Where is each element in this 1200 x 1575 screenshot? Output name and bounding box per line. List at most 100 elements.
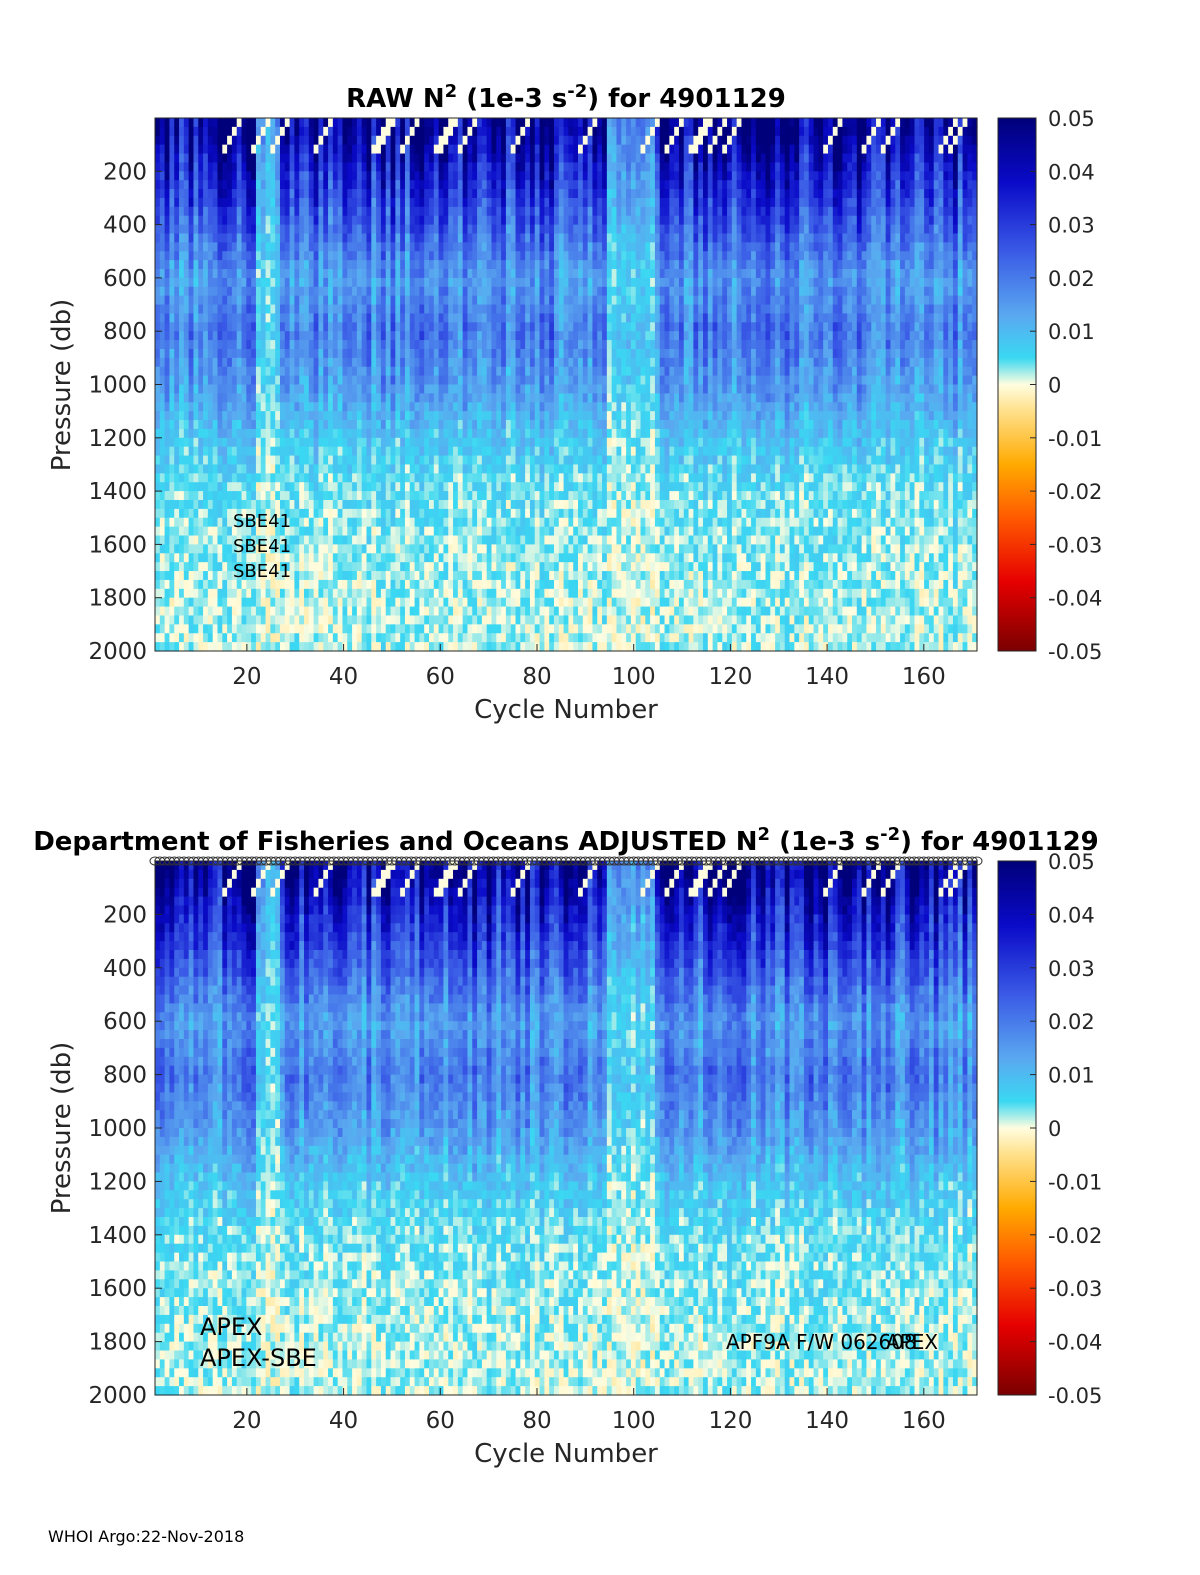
- heat-cell-raw: [544, 171, 550, 181]
- heat-cell-raw: [419, 215, 425, 226]
- heat-cell-raw: [159, 189, 166, 199]
- heat-cell-raw: [337, 482, 344, 492]
- heat-cell-raw: [361, 224, 368, 235]
- heat-cell-raw: [270, 295, 276, 306]
- heat-cell-raw: [453, 322, 459, 332]
- heat-cell-raw: [544, 553, 550, 563]
- heat-cell-raw: [169, 224, 175, 235]
- heat-cell-raw: [486, 269, 493, 279]
- heat-cell-raw: [400, 420, 406, 430]
- heat-cell-raw: [539, 357, 545, 368]
- heat-cell-raw: [400, 197, 406, 208]
- heat-cell-raw: [328, 393, 334, 403]
- heat-cell-raw: [472, 464, 478, 474]
- heat-cell-raw: [510, 464, 517, 474]
- heat-cell-raw: [217, 553, 223, 563]
- heat-cell-raw: [241, 553, 247, 563]
- heat-cell-raw: [328, 286, 334, 297]
- heat-cell-raw: [337, 508, 344, 519]
- heat-cell-raw: [529, 251, 536, 261]
- heat-cell-raw: [404, 446, 411, 457]
- heat-cell-raw: [308, 322, 315, 332]
- heat-cell-raw: [251, 384, 257, 394]
- heat-cell-raw: [193, 420, 199, 430]
- heat-cell-raw: [477, 517, 483, 528]
- heat-cell-raw: [549, 473, 555, 483]
- heat-cell-raw: [544, 633, 550, 643]
- heat-cell-raw: [525, 553, 531, 563]
- heat-cell-raw: [289, 126, 296, 137]
- heat-cell-raw: [481, 260, 488, 270]
- heat-cell-raw: [193, 313, 199, 323]
- heat-cell-raw: [414, 260, 420, 270]
- heat-cell-raw: [179, 526, 185, 537]
- heat-cell-raw: [376, 224, 382, 235]
- heat-cell-raw: [198, 455, 204, 466]
- heat-cell-raw: [255, 544, 262, 554]
- heat-cell-raw: [443, 420, 449, 430]
- heat-cell-raw: [356, 357, 363, 368]
- heat-cell-raw: [438, 215, 445, 226]
- heat-cell-raw: [515, 402, 521, 412]
- heat-cell-raw: [467, 499, 473, 510]
- heat-cell-raw: [328, 526, 334, 537]
- heat-cell-raw: [227, 269, 233, 279]
- heat-cell-raw: [337, 393, 344, 403]
- heat-cell-raw: [332, 269, 339, 279]
- heat-cell-raw: [284, 464, 291, 474]
- heat-cell-raw: [265, 242, 271, 252]
- heat-cell-raw: [453, 597, 459, 608]
- heat-cell-raw: [510, 393, 517, 403]
- heat-cell-raw: [380, 153, 387, 164]
- heat-cell-raw: [424, 340, 430, 350]
- heat-cell-raw: [188, 615, 195, 625]
- heat-cell-raw: [308, 402, 315, 412]
- heat-cell-raw: [179, 331, 185, 341]
- heat-cell-raw: [284, 455, 291, 466]
- heat-cell-raw: [424, 428, 430, 439]
- heat-cell-raw: [525, 251, 531, 261]
- heat-cell-raw: [164, 615, 171, 625]
- heat-cell-raw: [501, 482, 507, 492]
- heat-cell-raw: [414, 464, 420, 474]
- heat-cell-raw: [539, 402, 545, 412]
- heat-cell-raw: [352, 606, 358, 617]
- heat-cell-raw: [361, 597, 368, 608]
- heat-cell-raw: [270, 464, 276, 474]
- heat-cell-raw: [510, 331, 517, 341]
- heat-cell-raw: [155, 571, 161, 581]
- heat-cell-raw: [404, 615, 411, 625]
- heat-cell-raw: [520, 242, 526, 252]
- heat-cell-raw: [395, 579, 401, 590]
- heat-cell-raw: [155, 277, 161, 288]
- heat-cell-raw: [400, 180, 406, 190]
- heat-cell-raw: [553, 233, 560, 243]
- heat-cell-raw: [429, 562, 435, 572]
- heat-cell-raw: [419, 597, 425, 608]
- heat-cell-raw: [174, 571, 180, 581]
- heat-cell-raw: [174, 579, 180, 590]
- heat-cell-raw: [289, 144, 296, 155]
- heat-cell-raw: [404, 135, 411, 146]
- heat-cell-raw: [279, 269, 286, 279]
- heat-cell-raw: [539, 455, 545, 466]
- heat-cell-raw: [304, 277, 310, 288]
- heat-cell-raw: [255, 206, 262, 217]
- heat-cell-raw: [486, 517, 493, 528]
- heat-cell-raw: [395, 437, 401, 448]
- heat-cell-raw: [222, 402, 228, 412]
- heat-cell-raw: [207, 144, 214, 155]
- heat-cell-raw: [448, 482, 454, 492]
- heat-cell-raw: [400, 375, 406, 386]
- heat-cell-raw: [529, 411, 536, 421]
- heat-cell-raw: [246, 242, 252, 252]
- heat-cell-raw: [371, 375, 377, 386]
- heat-cell-raw: [323, 224, 329, 235]
- heat-cell-raw: [390, 597, 396, 608]
- heat-cell-raw: [438, 233, 445, 243]
- heat-cell-raw: [328, 215, 334, 226]
- heat-cell-raw: [212, 189, 219, 199]
- heat-cell-raw: [347, 135, 353, 146]
- heat-cell-raw: [222, 269, 228, 279]
- heat-cell-raw: [337, 464, 344, 474]
